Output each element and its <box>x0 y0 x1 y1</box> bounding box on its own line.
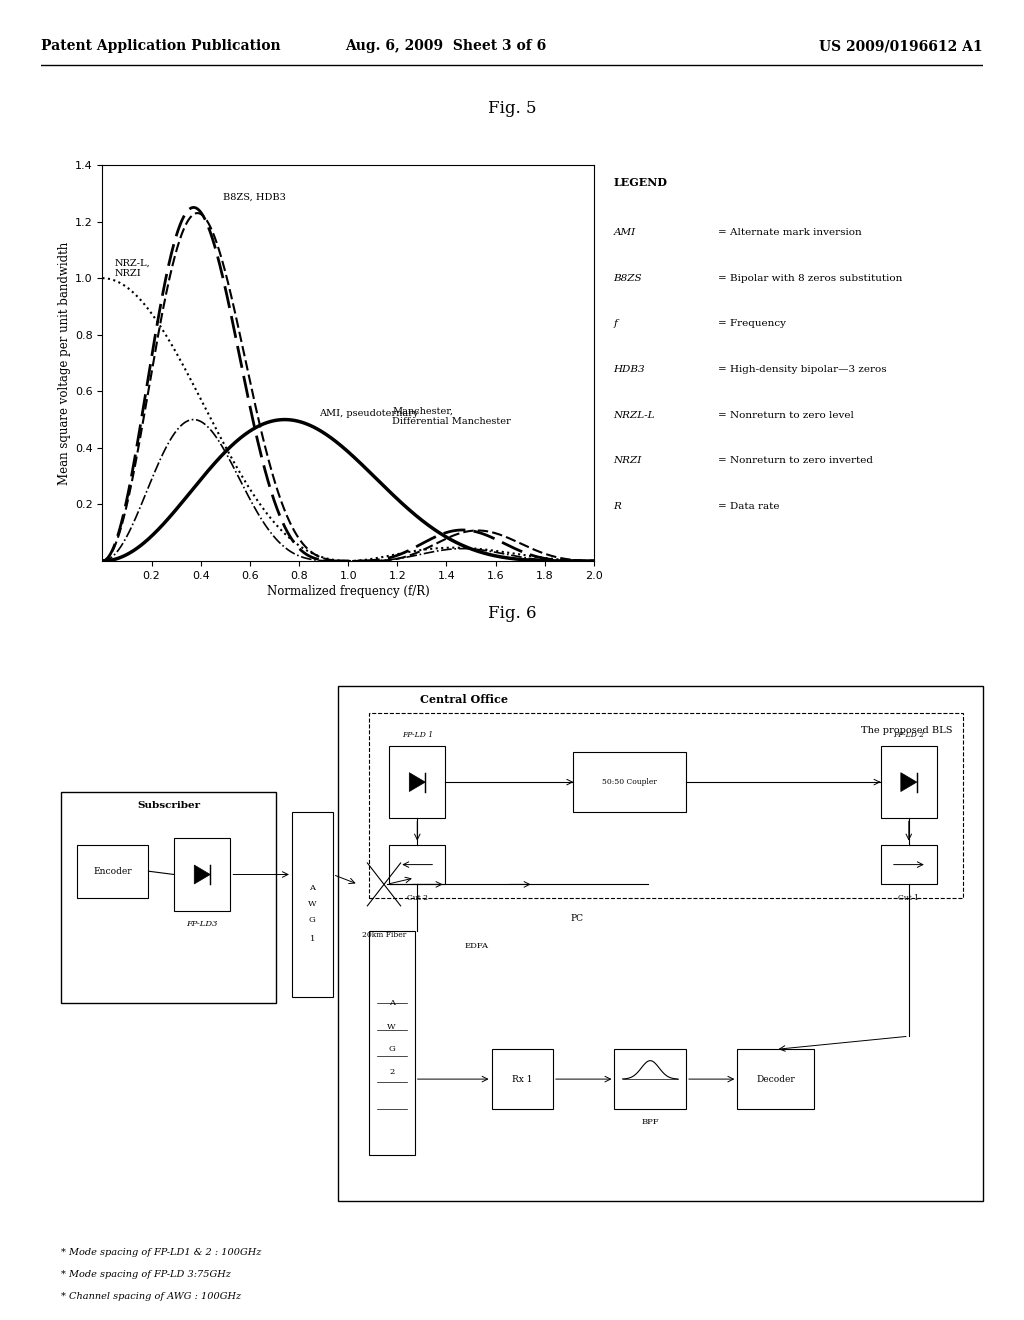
Text: FP-LD 2: FP-LD 2 <box>893 731 925 739</box>
Text: Manchester,
Differential Manchester: Manchester, Differential Manchester <box>392 407 511 426</box>
Bar <box>389 845 445 884</box>
Bar <box>614 1049 686 1109</box>
Bar <box>881 746 937 818</box>
Text: FP-LD3: FP-LD3 <box>186 920 218 928</box>
Text: PC: PC <box>570 915 583 923</box>
X-axis label: Normalized frequency (f/R): Normalized frequency (f/R) <box>267 585 429 598</box>
Bar <box>369 713 963 898</box>
Text: = Nonreturn to zero inverted: = Nonreturn to zero inverted <box>719 457 873 465</box>
Text: Decoder: Decoder <box>757 1074 795 1084</box>
Text: Fig. 6: Fig. 6 <box>487 605 537 622</box>
Text: Rx 1: Rx 1 <box>512 1074 532 1084</box>
Text: NRZI: NRZI <box>613 457 642 465</box>
Text: = Data rate: = Data rate <box>719 502 780 511</box>
Text: Cut 2: Cut 2 <box>407 894 428 902</box>
Text: B8ZS, HDB3: B8ZS, HDB3 <box>223 193 287 202</box>
Bar <box>292 812 333 997</box>
Text: = High-density bipolar—3 zeros: = High-density bipolar—3 zeros <box>719 364 887 374</box>
Text: = Nonreturn to zero level: = Nonreturn to zero level <box>719 411 854 420</box>
Text: Subscriber: Subscriber <box>137 801 201 809</box>
Text: * Channel spacing of AWG : 100GHz: * Channel spacing of AWG : 100GHz <box>61 1291 242 1300</box>
Text: 1: 1 <box>309 935 315 942</box>
Polygon shape <box>410 772 425 792</box>
Text: = Bipolar with 8 zeros substitution: = Bipolar with 8 zeros substitution <box>719 275 903 282</box>
Text: f: f <box>613 319 617 329</box>
Text: A: A <box>309 884 315 892</box>
Bar <box>737 1049 814 1109</box>
Text: BPF: BPF <box>641 1118 659 1126</box>
Text: NRZ-L,
NRZI: NRZ-L, NRZI <box>115 259 151 279</box>
Text: B8ZS: B8ZS <box>613 275 642 282</box>
Text: G: G <box>309 916 315 924</box>
Bar <box>881 845 937 884</box>
Text: R: R <box>613 502 622 511</box>
Bar <box>389 746 445 818</box>
Bar <box>77 845 148 898</box>
Text: AMI, pseudoternary: AMI, pseudoternary <box>318 409 418 418</box>
Text: A: A <box>389 999 394 1007</box>
Text: EDFA: EDFA <box>464 942 488 950</box>
Text: 2: 2 <box>389 1068 394 1076</box>
Text: * Mode spacing of FP-LD 3:75GHz: * Mode spacing of FP-LD 3:75GHz <box>61 1270 231 1279</box>
Bar <box>492 1049 553 1109</box>
Text: HDB3: HDB3 <box>613 364 645 374</box>
Bar <box>61 792 276 1003</box>
Text: NRZL-L: NRZL-L <box>613 411 655 420</box>
Y-axis label: Mean square voltage per unit bandwidth: Mean square voltage per unit bandwidth <box>57 242 71 484</box>
Text: AMI: AMI <box>613 228 636 238</box>
Text: Central Office: Central Office <box>420 694 508 705</box>
Text: LEGEND: LEGEND <box>613 177 668 187</box>
Text: W: W <box>387 1023 396 1031</box>
Polygon shape <box>195 865 210 884</box>
Text: = Frequency: = Frequency <box>719 319 786 329</box>
Text: 20km Fiber: 20km Fiber <box>361 931 407 939</box>
Bar <box>338 686 983 1201</box>
Bar <box>369 931 415 1155</box>
Text: The proposed BLS: The proposed BLS <box>861 726 952 735</box>
Text: W: W <box>308 900 316 908</box>
Text: FP-LD 1: FP-LD 1 <box>401 731 433 739</box>
Text: Aug. 6, 2009  Sheet 3 of 6: Aug. 6, 2009 Sheet 3 of 6 <box>345 40 547 54</box>
Bar <box>174 838 230 911</box>
Text: Fig. 5: Fig. 5 <box>487 100 537 117</box>
Text: US 2009/0196612 A1: US 2009/0196612 A1 <box>819 40 983 54</box>
Text: Encoder: Encoder <box>93 867 132 875</box>
Polygon shape <box>901 772 916 792</box>
Text: G: G <box>388 1045 395 1053</box>
Text: Patent Application Publication: Patent Application Publication <box>41 40 281 54</box>
Text: 50:50 Coupler: 50:50 Coupler <box>602 777 657 787</box>
Text: = Alternate mark inversion: = Alternate mark inversion <box>719 228 862 238</box>
Text: Cut 1: Cut 1 <box>898 894 920 902</box>
Bar <box>573 752 686 812</box>
Text: * Mode spacing of FP-LD1 & 2 : 100GHz: * Mode spacing of FP-LD1 & 2 : 100GHz <box>61 1249 262 1257</box>
